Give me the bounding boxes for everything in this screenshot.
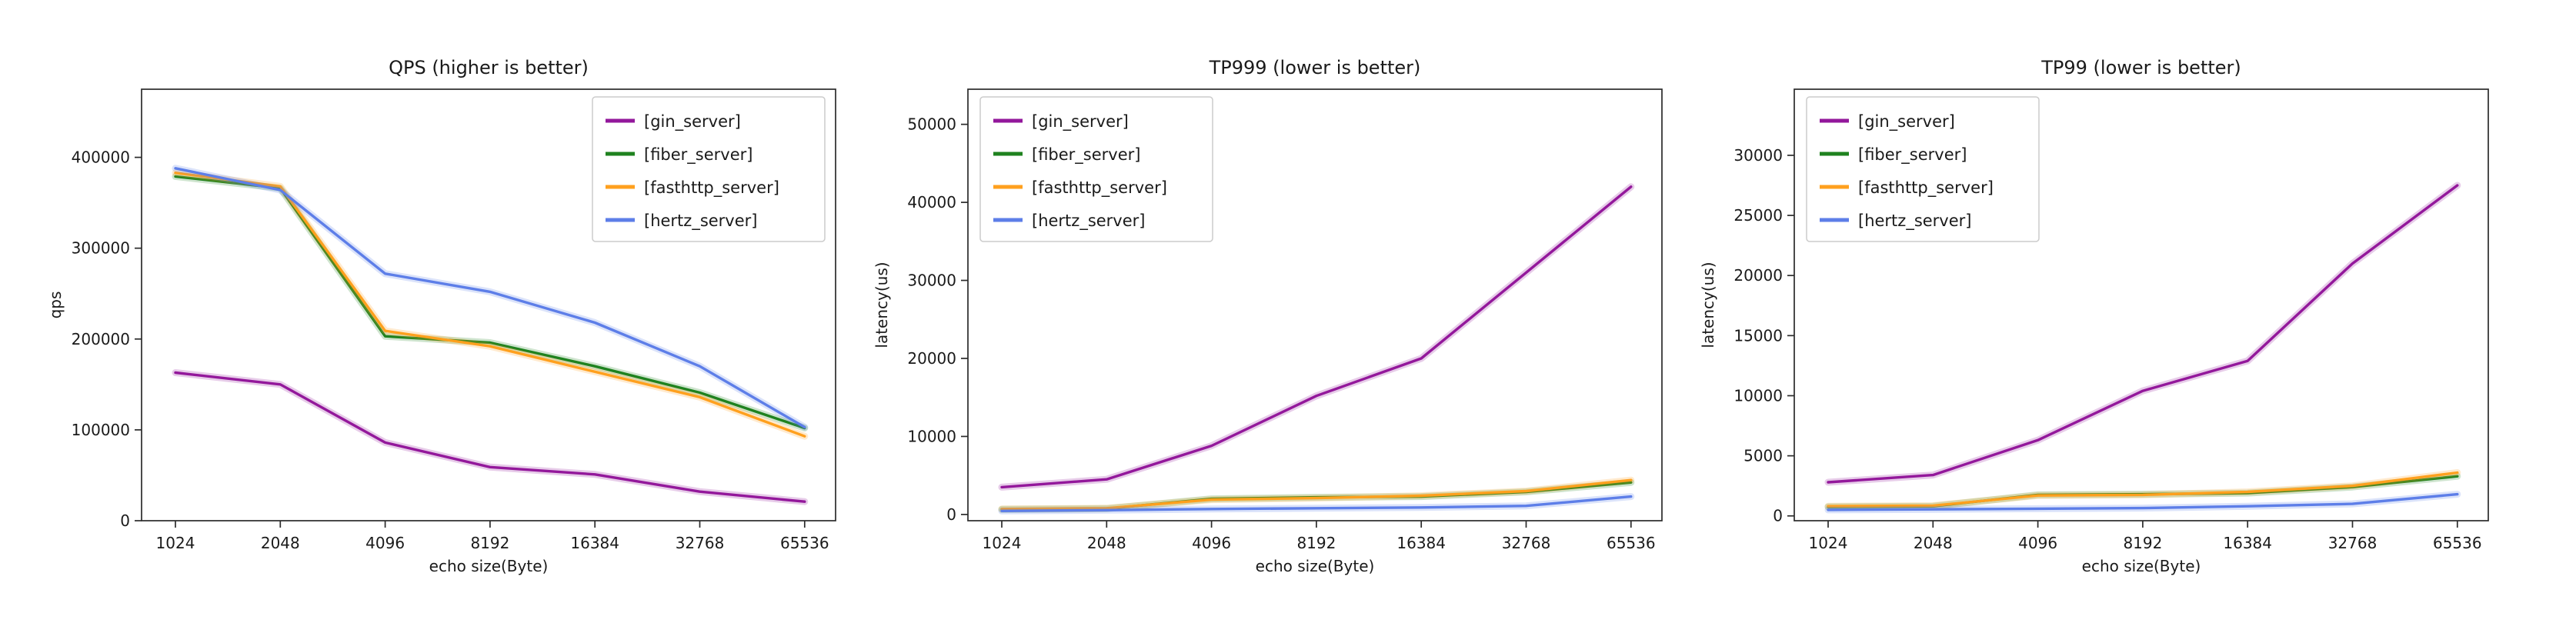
legend-label-gin_server: [gin_server] bbox=[1032, 112, 1129, 132]
x-tick-label: 65536 bbox=[780, 534, 829, 552]
legend-box bbox=[1806, 96, 2040, 242]
plot-box bbox=[141, 88, 836, 521]
y-tick-label: 100000 bbox=[72, 421, 130, 439]
y-tick-label: 10000 bbox=[907, 427, 956, 445]
x-tick-label: 4096 bbox=[365, 534, 405, 552]
y-tick-label: 0 bbox=[946, 505, 956, 524]
x-axis-label: echo size(Byte) bbox=[429, 557, 549, 575]
series-line-gin_server bbox=[174, 371, 806, 503]
series-line-fasthttp_server bbox=[174, 172, 806, 438]
legend-label-hertz_server: [hertz_server] bbox=[644, 212, 757, 231]
series-line-hertz_server bbox=[1827, 492, 2459, 511]
x-tick-label: 32768 bbox=[2328, 534, 2377, 552]
x-tick-label: 2048 bbox=[1087, 534, 1126, 552]
series-line-hertz_server bbox=[1000, 495, 1633, 512]
legend-label-fiber_server: [fiber_server] bbox=[1858, 145, 1967, 165]
y-tick-label: 5000 bbox=[1743, 447, 1783, 465]
x-tick-label: 16384 bbox=[2223, 534, 2272, 552]
y-axis-label: latency(us) bbox=[1699, 262, 1717, 348]
legend-label-gin_server: [gin_server] bbox=[1858, 112, 1955, 132]
x-tick-label: 16384 bbox=[570, 534, 619, 552]
plot-box bbox=[967, 88, 1663, 521]
x-tick-label: 8192 bbox=[470, 534, 509, 552]
plot-box bbox=[1794, 88, 2489, 521]
y-tick-label: 20000 bbox=[907, 349, 956, 368]
legend-label-fiber_server: [fiber_server] bbox=[1032, 145, 1140, 165]
y-tick-label: 50000 bbox=[907, 115, 956, 134]
x-tick-label: 1024 bbox=[983, 534, 1022, 552]
y-tick-label: 200000 bbox=[72, 330, 130, 348]
y-tick-label: 40000 bbox=[907, 193, 956, 212]
series-line-hertz_server bbox=[174, 167, 806, 429]
x-tick-label: 32768 bbox=[676, 534, 725, 552]
y-tick-label: 0 bbox=[120, 511, 130, 530]
legend: [gin_server] [fiber_server] [fasthttp_serv… bbox=[592, 96, 826, 242]
series-line-gin_server bbox=[1000, 185, 1633, 489]
y-tick-label: 25000 bbox=[1733, 206, 1783, 225]
x-tick-label: 1024 bbox=[156, 534, 195, 552]
x-tick-label: 2048 bbox=[1914, 534, 1953, 552]
series-line-fasthttp_server bbox=[1827, 471, 2459, 508]
x-tick-label: 4096 bbox=[2018, 534, 2057, 552]
legend-box bbox=[979, 96, 1213, 242]
x-tick-label: 8192 bbox=[2123, 534, 2162, 552]
y-axis-label: latency(us) bbox=[873, 262, 891, 348]
y-tick-label: 30000 bbox=[907, 272, 956, 290]
y-tick-label: 30000 bbox=[1733, 146, 1783, 165]
y-tick-label: 300000 bbox=[72, 239, 130, 258]
legend-label-hertz_server: [hertz_server] bbox=[1858, 212, 1971, 231]
chart-title-qps: QPS (higher is better) bbox=[389, 57, 589, 78]
chart-tp999: TP999 (lower is better) 0 10000 20000 30000 4… bbox=[873, 57, 1663, 575]
x-tick-label: 65536 bbox=[1607, 534, 1656, 552]
y-tick-label: 0 bbox=[1773, 507, 1783, 525]
series-line-gin_server bbox=[1827, 184, 2459, 484]
legend-label-fasthttp_server: [fasthttp_server] bbox=[1858, 178, 1994, 198]
x-tick-label: 16384 bbox=[1396, 534, 1446, 552]
legend-label-gin_server: [gin_server] bbox=[644, 112, 741, 132]
legend: [gin_server] [fiber_server] [fasthttp_serv… bbox=[1806, 96, 2040, 242]
x-axis-label: echo size(Byte) bbox=[2082, 557, 2201, 575]
y-tick-label: 10000 bbox=[1733, 386, 1783, 405]
x-tick-label: 65536 bbox=[2433, 534, 2482, 552]
x-tick-label: 1024 bbox=[1809, 534, 1848, 552]
chart-title-tp99: TP99 (lower is better) bbox=[2040, 57, 2241, 78]
legend-label-fiber_server: [fiber_server] bbox=[644, 145, 752, 165]
y-tick-label: 20000 bbox=[1733, 266, 1783, 285]
chart-title-tp999: TP999 (lower is better) bbox=[1209, 57, 1421, 78]
x-tick-label: 4096 bbox=[1192, 534, 1231, 552]
legend: [gin_server] [fiber_server] [fasthttp_serv… bbox=[979, 96, 1213, 242]
legend-label-fasthttp_server: [fasthttp_server] bbox=[644, 178, 779, 198]
legend-label-hertz_server: [hertz_server] bbox=[1032, 212, 1145, 231]
y-tick-label: 400000 bbox=[72, 148, 130, 167]
y-tick-label: 15000 bbox=[1733, 326, 1783, 345]
legend-box bbox=[592, 96, 826, 242]
chart-qps: QPS (higher is better) 0 100000 200000 30000… bbox=[46, 57, 836, 575]
y-axis-label: qps bbox=[46, 292, 65, 319]
x-tick-label: 32768 bbox=[1502, 534, 1551, 552]
x-tick-label: 8192 bbox=[1296, 534, 1336, 552]
series-line-fasthttp_server bbox=[1000, 478, 1633, 511]
x-tick-label: 2048 bbox=[261, 534, 300, 552]
chart-tp99: TP99 (lower is better) 0 5000 10000 15000 200… bbox=[1699, 57, 2489, 575]
x-axis-label: echo size(Byte) bbox=[1256, 557, 1375, 575]
legend-label-fasthttp_server: [fasthttp_server] bbox=[1032, 178, 1167, 198]
